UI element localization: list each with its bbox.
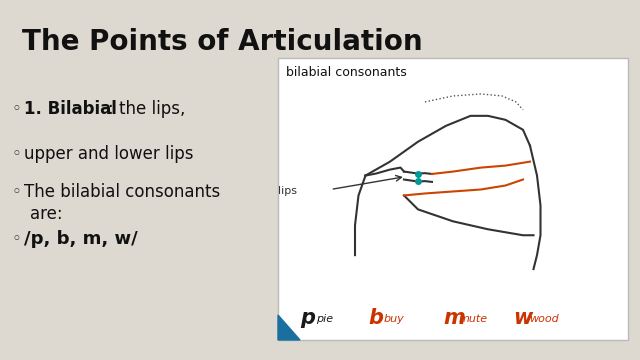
Text: 1. Bilabial: 1. Bilabial — [24, 100, 117, 118]
Text: bilabial consonants: bilabial consonants — [286, 66, 407, 78]
Text: w: w — [513, 308, 532, 328]
Text: ◦: ◦ — [12, 183, 22, 201]
Text: are:: are: — [30, 205, 63, 223]
Polygon shape — [278, 315, 300, 340]
Text: lips: lips — [278, 186, 297, 197]
Text: mute: mute — [459, 314, 488, 324]
Text: p: p — [300, 308, 315, 328]
Text: b: b — [368, 308, 383, 328]
Text: The Points of Articulation: The Points of Articulation — [22, 28, 422, 56]
Text: ◦: ◦ — [12, 145, 22, 163]
Text: upper and lower lips: upper and lower lips — [24, 145, 193, 163]
Text: wood: wood — [529, 314, 559, 324]
Text: buy: buy — [384, 314, 404, 324]
Text: m: m — [443, 308, 465, 328]
Text: /p, b, m, w/: /p, b, m, w/ — [24, 230, 138, 248]
Text: ◦: ◦ — [12, 230, 22, 248]
Text: ◦: ◦ — [12, 100, 22, 118]
Text: pie: pie — [316, 314, 333, 324]
Bar — [278, 58, 628, 340]
Text: : the lips,: : the lips, — [108, 100, 186, 118]
Text: The bilabial consonants: The bilabial consonants — [24, 183, 220, 201]
